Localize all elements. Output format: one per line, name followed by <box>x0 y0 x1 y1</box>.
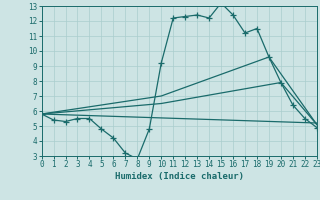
X-axis label: Humidex (Indice chaleur): Humidex (Indice chaleur) <box>115 172 244 181</box>
